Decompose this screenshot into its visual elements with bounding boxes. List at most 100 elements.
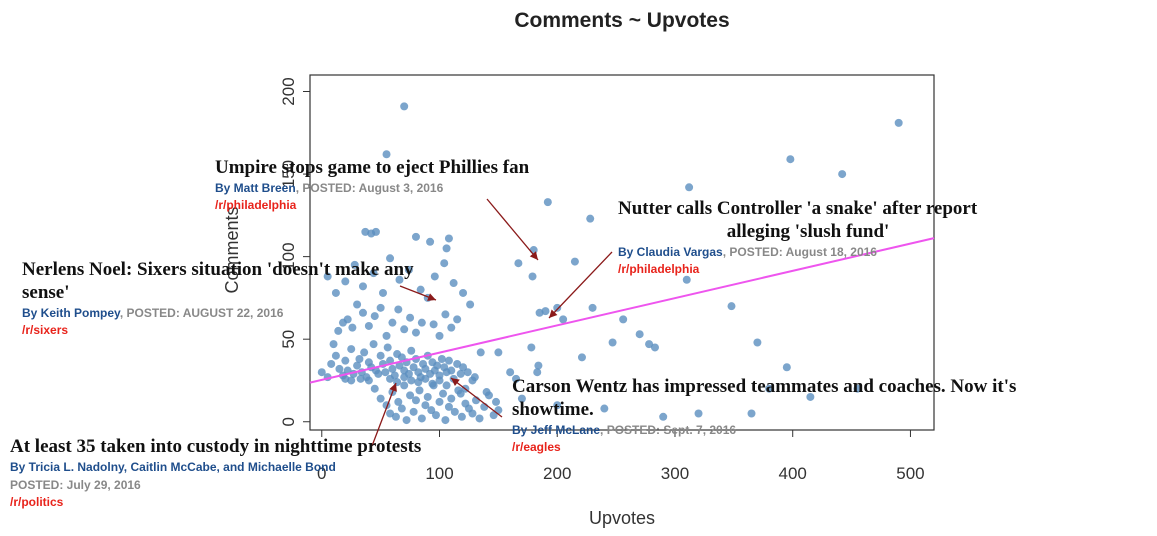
plot-frame	[309, 74, 935, 431]
data-point	[402, 416, 411, 425]
headline[interactable]: At least 35 taken into custody in nightt…	[10, 436, 422, 457]
data-point	[386, 254, 395, 263]
author[interactable]: By Keith Pompey	[22, 306, 120, 320]
subreddit[interactable]: /r/sixers	[22, 323, 69, 337]
data-point	[894, 118, 903, 127]
data-point	[506, 368, 515, 377]
data-point	[514, 259, 523, 268]
data-point	[553, 401, 562, 410]
x-tick-label: 500	[896, 464, 924, 483]
data-point	[753, 338, 762, 347]
headline[interactable]: Nerlens Noel: Sixers situation 'doesn't …	[22, 259, 414, 280]
arrow-line	[450, 377, 503, 418]
data-point	[468, 409, 477, 418]
data-point	[441, 416, 450, 425]
data-point	[341, 356, 350, 365]
arrow-line	[548, 251, 613, 319]
data-point	[382, 331, 391, 340]
data-point	[645, 340, 654, 349]
x-tick-label: 100	[425, 464, 453, 483]
data-point	[453, 359, 462, 368]
data-point	[355, 355, 364, 363]
posted-date: POSTED: July 29, 2016	[10, 478, 141, 492]
subreddit[interactable]: /r/philadelphia	[618, 262, 700, 276]
author[interactable]: By Jeff McLane	[512, 423, 601, 437]
headline-line2[interactable]: alleging 'slush fund'	[726, 221, 890, 242]
data-point	[414, 378, 423, 387]
data-point	[323, 272, 332, 281]
data-point	[353, 361, 362, 370]
data-point	[427, 406, 436, 415]
y-axis-label: Comments	[222, 206, 242, 293]
data-point	[449, 279, 458, 288]
data-point	[417, 318, 426, 327]
data-point	[447, 366, 456, 375]
data-point	[358, 282, 367, 291]
headline[interactable]: Nutter calls Controller 'a snake' after …	[618, 198, 978, 219]
data-point	[454, 386, 463, 395]
data-point	[747, 409, 756, 418]
author[interactable]: By Tricia L. Nadolny, Caitlin McCabe, an…	[10, 460, 336, 474]
posted-date: , POSTED: August 18, 2016	[722, 245, 877, 259]
data-point	[335, 364, 344, 373]
data-point	[360, 348, 369, 357]
data-point	[409, 407, 418, 416]
data-point	[364, 321, 373, 330]
data-point	[533, 368, 542, 377]
data-point	[429, 320, 438, 329]
data-point	[374, 369, 383, 378]
author[interactable]: By Matt Breen	[215, 181, 296, 195]
y-tick-label: 150	[279, 160, 298, 188]
data-point	[386, 374, 395, 383]
data-point	[489, 411, 498, 420]
data-point	[494, 348, 503, 357]
y-tick-label: 0	[279, 417, 298, 426]
data-point	[457, 412, 466, 421]
x-tick-label: 200	[543, 464, 571, 483]
chart-title: Comments ~ Upvotes	[514, 9, 729, 32]
data-point	[376, 351, 385, 360]
y-axis: 0 50 100 150 200	[279, 77, 310, 426]
data-point	[517, 394, 526, 403]
data-point	[388, 318, 397, 327]
data-point	[494, 406, 503, 415]
headline[interactable]: Umpire stops game to eject Phillies fan	[215, 157, 530, 178]
subreddit[interactable]: /r/politics	[10, 495, 64, 509]
data-point	[376, 303, 385, 312]
data-point	[619, 315, 628, 324]
data-point	[331, 351, 340, 360]
data-point	[453, 315, 462, 324]
data-point	[447, 323, 456, 332]
data-point	[838, 170, 847, 179]
y-tick-label: 100	[279, 242, 298, 270]
data-point	[386, 409, 395, 418]
data-point	[435, 397, 444, 406]
data-point	[442, 381, 451, 390]
posted-date: , POSTED: AUGUST 22, 2016	[119, 306, 284, 320]
data-point	[435, 331, 444, 340]
subreddit[interactable]: /r/eagles	[512, 440, 561, 454]
data-point	[456, 369, 465, 378]
headline-line2[interactable]: sense'	[22, 282, 70, 303]
data-point	[853, 384, 862, 393]
trend-line	[309, 237, 935, 384]
subreddit[interactable]: /r/philadelphia	[215, 198, 297, 212]
data-point	[341, 277, 350, 286]
data-point	[404, 265, 413, 274]
data-point	[421, 364, 430, 373]
data-point	[635, 330, 644, 339]
data-point	[806, 392, 815, 401]
arrow-head	[451, 378, 460, 387]
data-point	[559, 315, 568, 324]
data-point	[329, 340, 338, 349]
data-point	[348, 323, 357, 332]
headline-line2[interactable]: showtime.	[512, 399, 594, 420]
data-point	[423, 392, 432, 401]
data-point	[570, 257, 579, 266]
headline[interactable]: Carson Wentz has impressed teammates and…	[512, 376, 1017, 397]
data-point	[444, 356, 453, 365]
data-point	[364, 376, 373, 385]
author[interactable]: By Claudia Vargas	[618, 245, 723, 259]
data-point	[439, 389, 448, 398]
data-point	[433, 361, 442, 370]
